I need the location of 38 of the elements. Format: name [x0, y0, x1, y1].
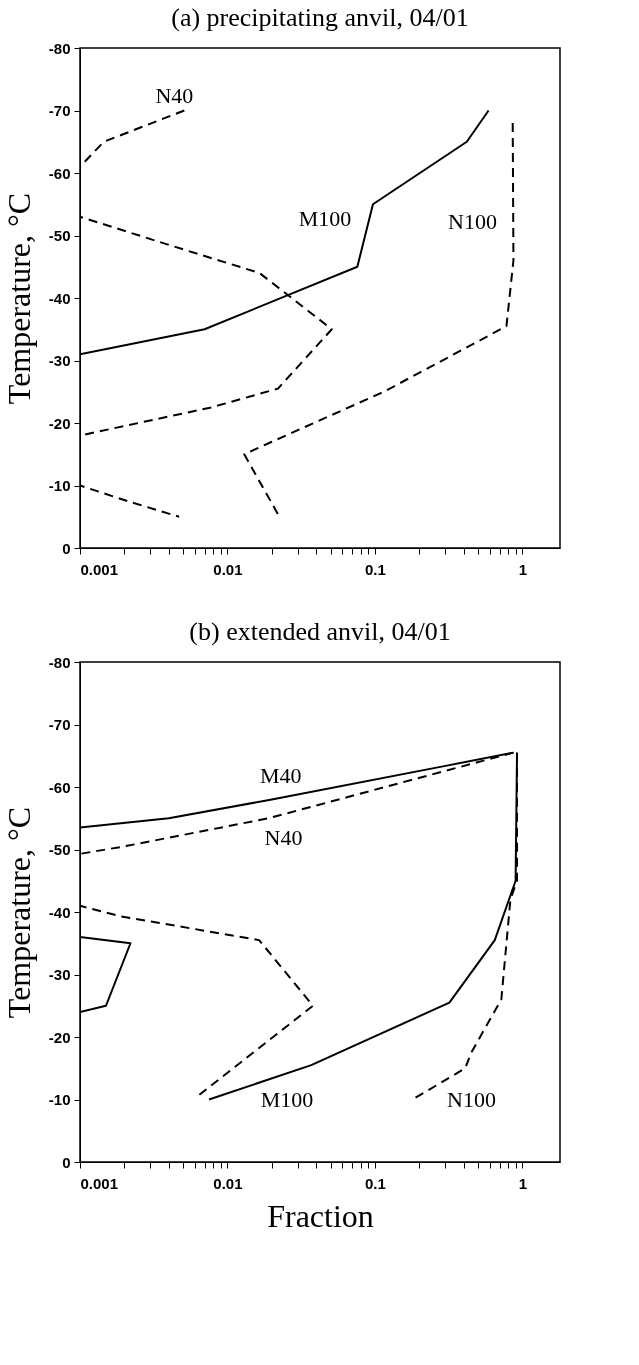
- chart-title: (b) extended anvil, 04/01: [189, 617, 451, 646]
- series-label: M100: [298, 206, 352, 232]
- series-label: N100: [448, 208, 497, 234]
- y-tick-label: -60: [48, 164, 71, 182]
- y-tick-label: -40: [48, 903, 71, 921]
- series-label: M40: [260, 762, 302, 788]
- chart-title: (a) precipitating anvil, 04/01: [171, 3, 469, 32]
- x-tick-label: 1: [518, 1174, 528, 1192]
- series-label: M100: [260, 1086, 314, 1112]
- y-axis-title: Temperature, °C: [0, 806, 37, 1019]
- y-tick-label: -80: [48, 39, 71, 57]
- y-tick-label: -70: [48, 102, 71, 119]
- series-label: N40: [155, 82, 194, 108]
- y-tick-label: -10: [48, 1091, 71, 1108]
- x-tick-label: 0.01: [213, 560, 243, 578]
- y-tick-label: -60: [48, 778, 71, 796]
- y-tick-label: -10: [48, 477, 71, 494]
- y-tick-label: -30: [48, 966, 71, 983]
- x-tick-label: 1: [518, 560, 528, 578]
- series-label: N100: [447, 1086, 496, 1112]
- y-tick-label: 0: [62, 1153, 71, 1171]
- x-tick-label: 0.1: [364, 1174, 386, 1192]
- x-tick-label: 0.01: [213, 1174, 243, 1192]
- x-tick-label: 0.001: [80, 560, 119, 578]
- y-axis-title: Temperature, °C: [0, 192, 37, 405]
- y-tick-label: -20: [48, 414, 71, 432]
- x-axis-title: Fraction: [267, 1197, 374, 1234]
- x-tick-label: 0.1: [364, 560, 386, 578]
- y-tick-label: 0: [62, 539, 71, 557]
- y-tick-label: -80: [48, 653, 71, 671]
- series-label: N40: [264, 825, 303, 851]
- x-tick-label: 0.001: [80, 1174, 119, 1192]
- y-tick-label: -20: [48, 1028, 71, 1046]
- y-tick-label: -50: [48, 841, 71, 858]
- y-tick-label: -50: [48, 227, 71, 244]
- y-tick-label: -40: [48, 289, 71, 307]
- y-tick-label: -70: [48, 716, 71, 733]
- y-tick-label: -30: [48, 352, 71, 369]
